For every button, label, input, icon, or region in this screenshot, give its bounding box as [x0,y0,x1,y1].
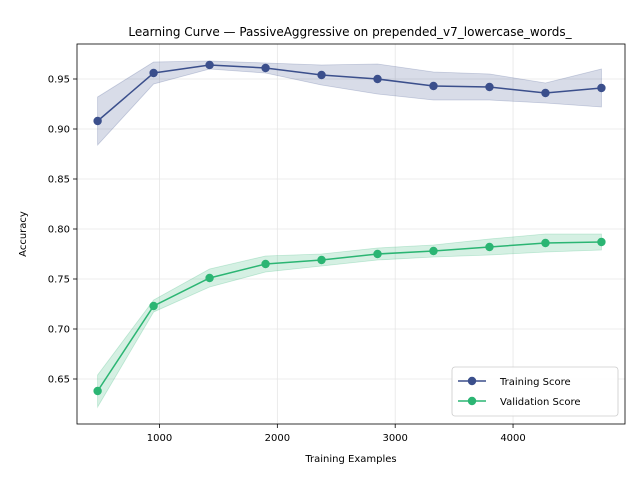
legend-marker-validation [467,396,477,406]
x-tick-label: 1000 [147,433,172,444]
x-tick-label: 3000 [382,433,407,444]
x-tick-label: 2000 [265,433,290,444]
std-band-training [97,60,602,147]
series-markers [93,60,606,396]
data-point-validation [317,255,326,265]
y-axis-ticks: 0.65 0.70 0.75 0.80 0.85 0.90 0.95 [48,75,77,386]
y-tick-label: 0.80 [48,225,70,236]
legend-entry-training: Training Score [458,376,571,388]
series-line-validation [96,241,602,392]
legend-label-training: Training Score [499,377,571,388]
legend-entry-validation: Validation Score [458,396,581,408]
data-point-training [261,63,270,73]
y-tick-label: 0.70 [48,325,70,336]
data-point-validation [485,242,494,252]
data-point-validation [429,246,438,256]
series-lines [96,64,602,392]
grid-lines [77,44,625,424]
x-axis-label: Training Examples [304,454,396,465]
x-axis-ticks: 1000 2000 3000 4000 [147,424,526,444]
data-point-training [541,88,550,98]
data-point-validation [261,259,270,269]
data-point-training [485,82,494,92]
data-point-validation [205,273,214,283]
chart-title: Learning Curve — PassiveAggressive on pr… [128,25,572,39]
std-bands [97,60,602,409]
data-point-validation [541,238,550,248]
std-band-validation [97,233,602,409]
legend-items: Training Score Validation Score [458,376,581,408]
data-point-training [373,74,382,84]
legend-marker-training [467,376,477,386]
data-point-training [317,70,326,80]
plot-frame [76,43,626,425]
data-point-validation [373,249,382,259]
y-tick-label: 0.95 [48,75,70,86]
y-tick-label: 0.85 [48,175,70,186]
y-tick-label: 0.65 [48,375,70,386]
y-tick-label: 0.75 [48,275,70,286]
legend: Training Score Validation Score [451,366,619,417]
data-point-training [93,116,102,126]
y-tick-label: 0.90 [48,125,70,136]
y-axis-label: Accuracy [18,211,29,257]
data-point-validation [597,237,606,247]
data-point-validation [93,386,102,396]
data-point-validation [149,301,158,311]
data-point-training [205,60,214,70]
x-tick-label: 4000 [500,433,525,444]
series-line-training [97,64,602,122]
data-point-training [429,81,438,91]
data-point-training [597,83,606,93]
legend-box [451,366,619,417]
data-point-training [149,68,158,78]
legend-label-validation: Validation Score [500,397,581,408]
